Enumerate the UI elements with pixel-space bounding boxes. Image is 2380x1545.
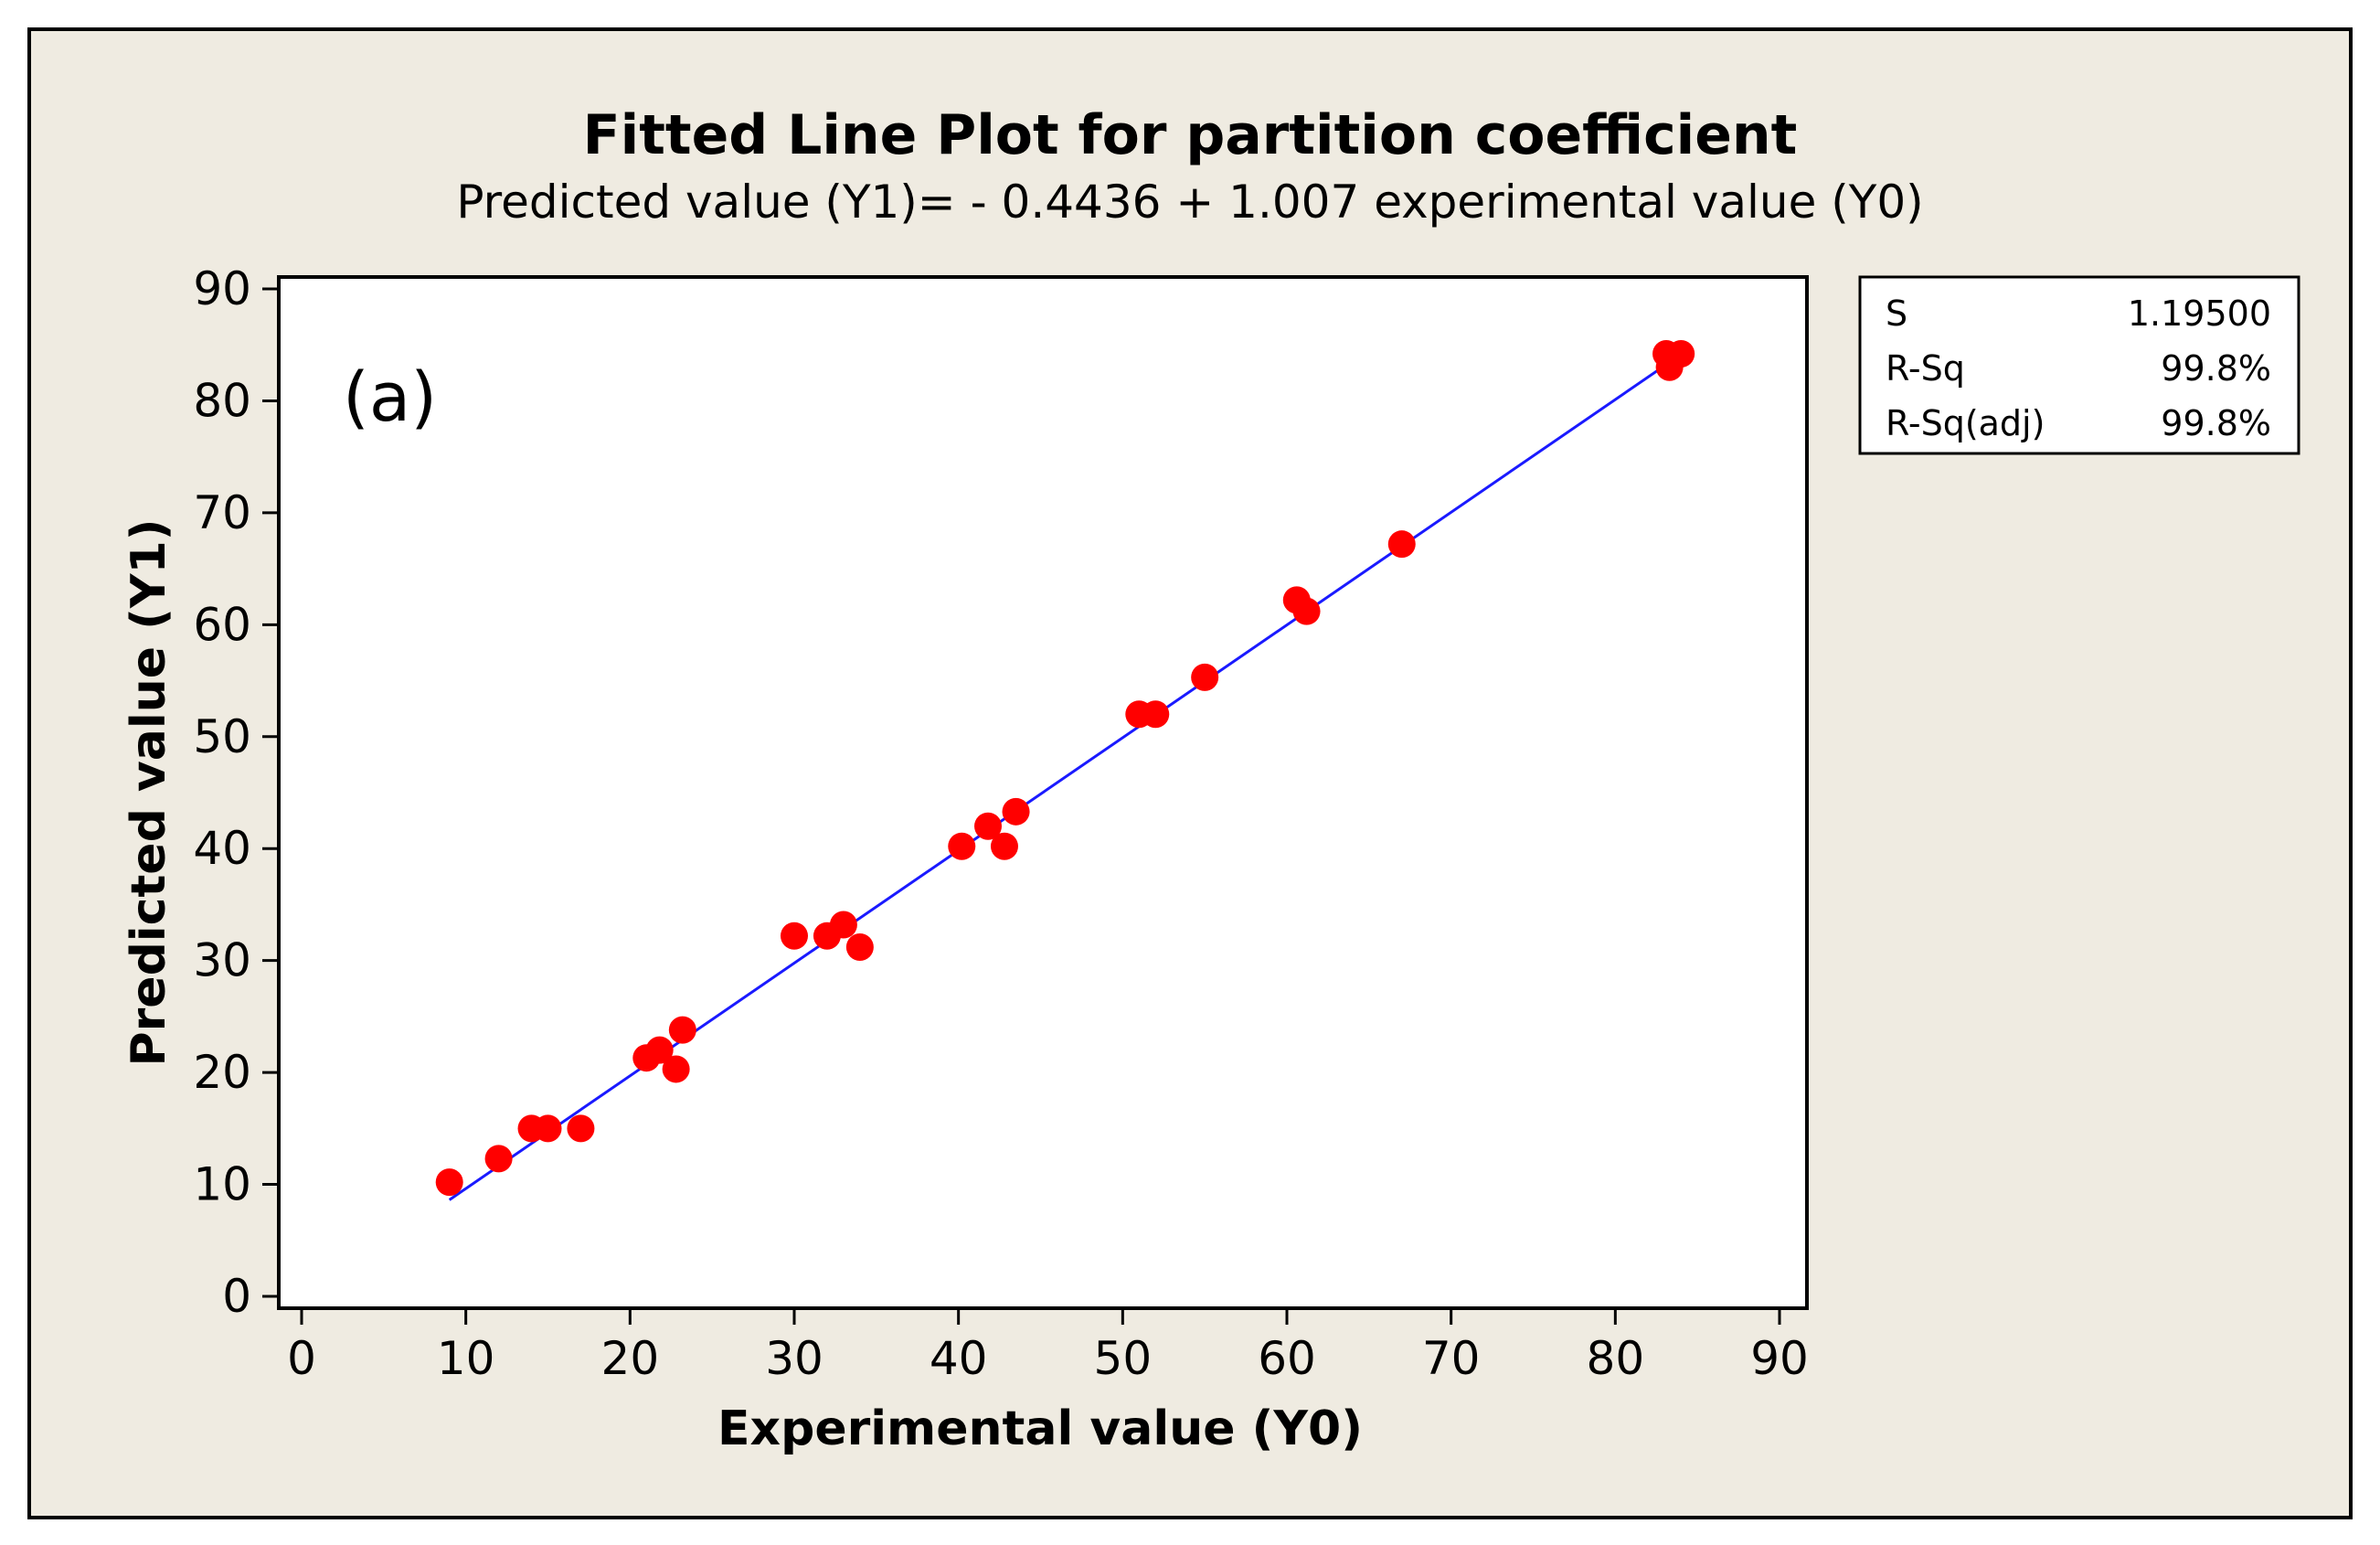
data-point [1142,700,1170,729]
data-point [781,922,808,950]
data-point [1191,663,1219,691]
x-tick-label: 0 [287,1332,316,1385]
y-tick-label: 60 [193,598,251,651]
data-point [1667,340,1695,368]
stats-box-frame [1858,275,2300,455]
y-axis-title: Predicted value (Y1) [122,519,176,1067]
y-tick-label: 10 [193,1158,251,1211]
stats-value: 99.8% [2161,348,2271,389]
y-tick-label: 40 [193,822,251,875]
data-point [990,832,1018,860]
panel-label: (a) [343,358,437,437]
x-tick-label: 80 [1587,1332,1645,1385]
data-point [662,1055,690,1083]
stats-value: 1.19500 [2128,293,2271,334]
y-tick-label: 30 [193,934,251,987]
y-tick-label: 70 [193,486,251,539]
x-axis: 0 10 20 30 40 50 60 70 80 90 [287,1308,1809,1385]
data-point [974,812,1003,840]
data-points-layer [435,340,1695,1197]
x-tick-label: 60 [1258,1332,1316,1385]
data-point [829,911,857,939]
y-tick-label: 90 [193,262,251,315]
data-point [534,1114,562,1143]
data-point [645,1036,674,1064]
data-point [845,932,874,961]
x-tick-label: 20 [601,1332,660,1385]
data-point [567,1114,595,1143]
y-axis: 0 10 20 30 40 50 60 70 80 90 [193,262,279,1323]
data-point [1292,597,1321,625]
x-tick-label: 90 [1750,1332,1809,1385]
x-tick-label: 10 [437,1332,495,1385]
y-tick-label: 0 [222,1270,251,1323]
y-tick-label: 20 [193,1046,251,1099]
data-point [435,1168,463,1197]
data-point [948,832,976,860]
x-tick-label: 50 [1094,1332,1153,1385]
chart-subtitle: Predicted value (Y1)= - 0.4436 + 1.007 e… [456,176,1923,229]
stats-value: 99.8% [2161,403,2271,443]
stats-box: S 1.19500 R-Sq 99.8% R-Sq(adj) 99.8% [1858,275,2300,455]
x-axis-title: Experimental value (Y0) [717,1401,1363,1456]
stats-label: R-Sq(adj) [1886,403,2045,443]
y-tick-label: 50 [193,710,251,763]
data-point [668,1016,696,1044]
x-tick-label: 30 [765,1332,823,1385]
data-point [1387,530,1416,559]
x-tick-label: 70 [1422,1332,1481,1385]
x-tick-label: 40 [930,1332,988,1385]
stats-label: R-Sq [1886,348,1965,389]
y-tick-label: 80 [193,374,251,427]
data-point [1002,797,1030,826]
stats-label: S [1886,293,1907,334]
data-point [484,1145,513,1173]
chart-title: Fitted Line Plot for partition coefficie… [583,103,1798,167]
